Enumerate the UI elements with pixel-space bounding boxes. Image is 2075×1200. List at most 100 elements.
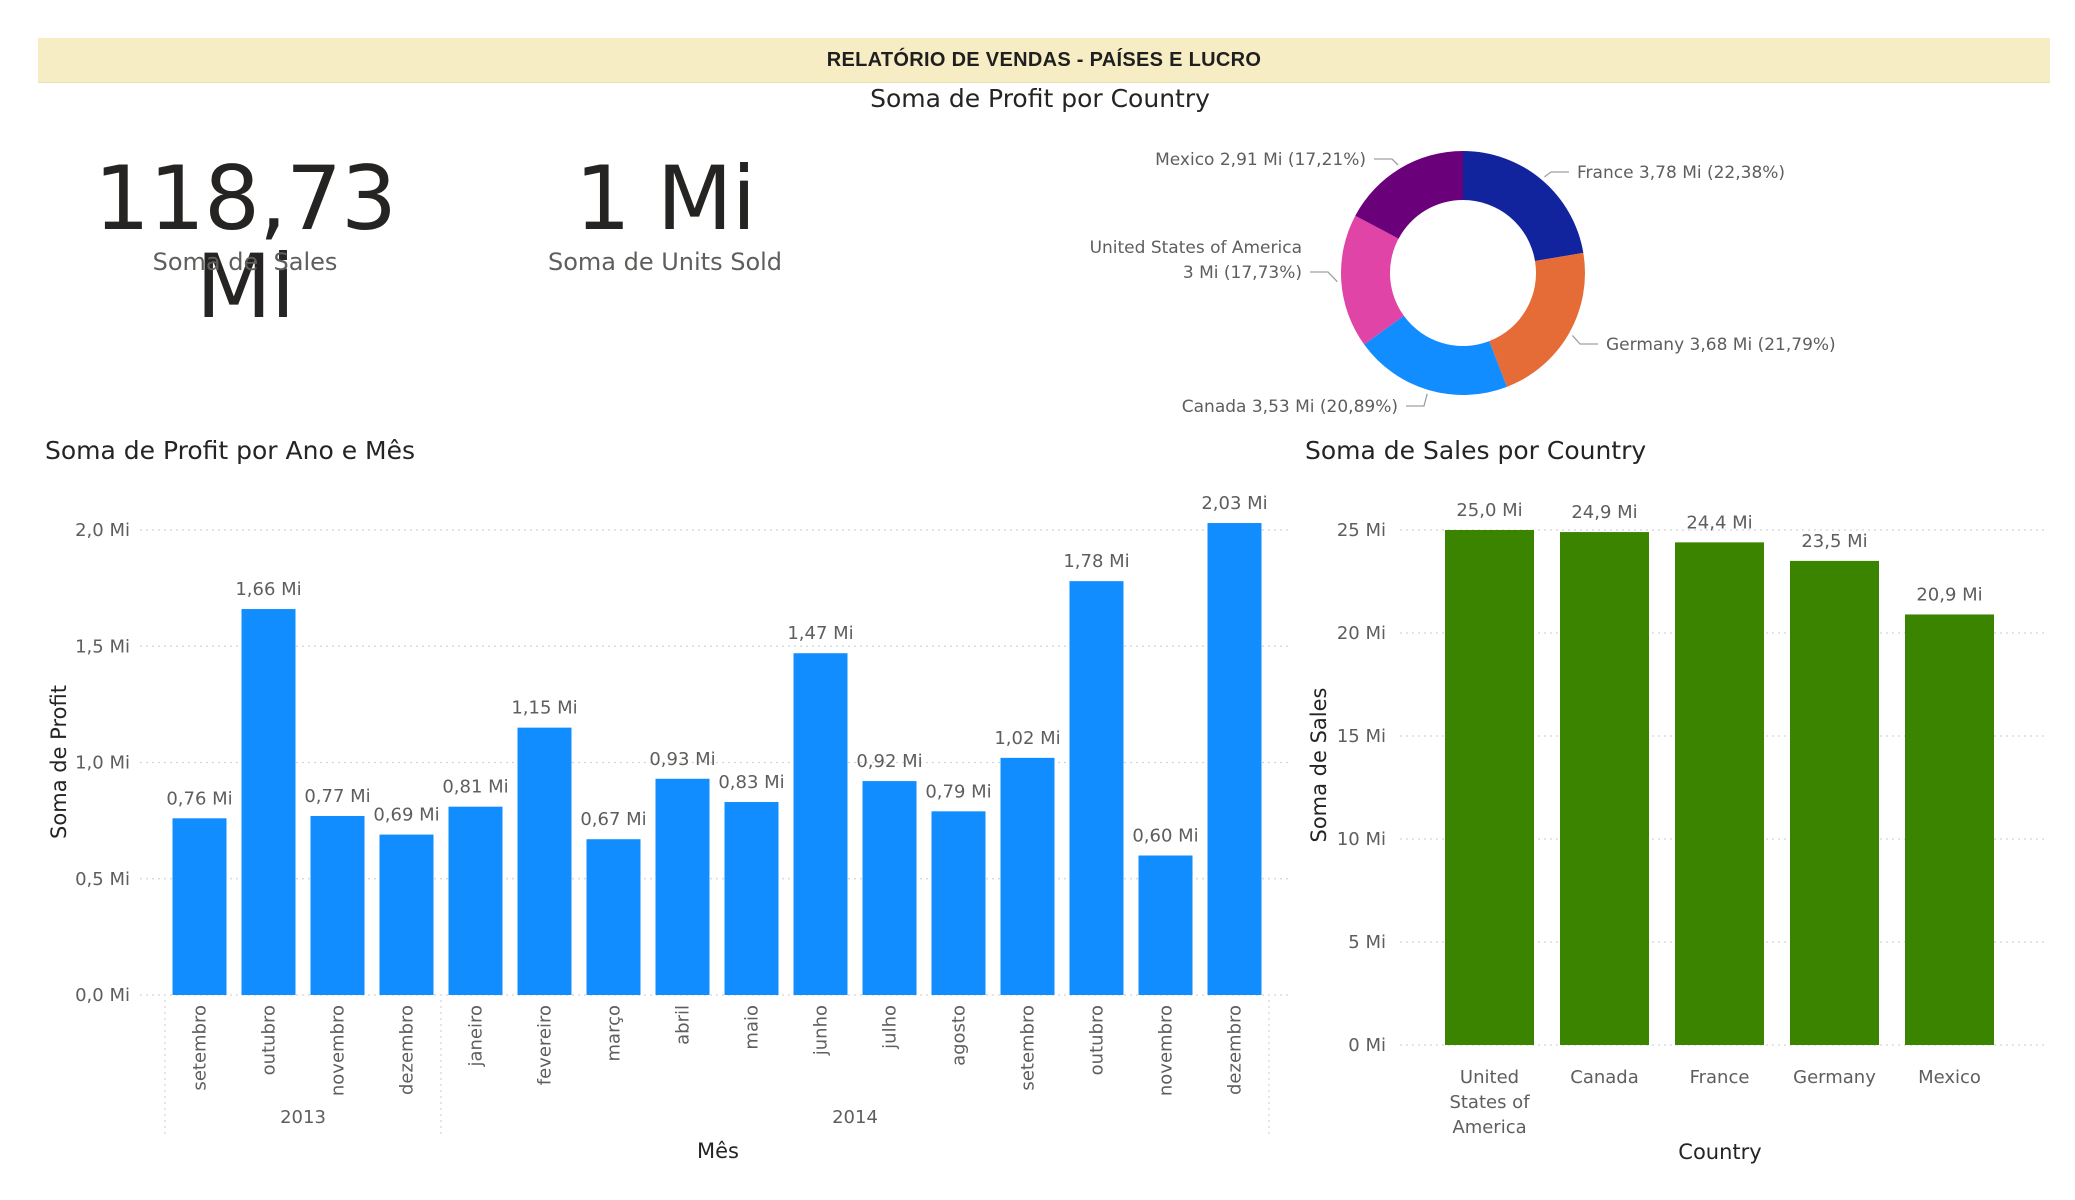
- profit-data-label: 1,66 Mi: [235, 579, 301, 600]
- profit-data-label: 0,67 Mi: [580, 809, 646, 830]
- donut-label-france: France 3,78 Mi (22,38%): [1577, 163, 1785, 183]
- profit-y-axis-title: Soma de Profit: [47, 685, 71, 839]
- donut-leader-line: [1544, 171, 1569, 178]
- profit-data-label: 0,93 Mi: [649, 749, 715, 770]
- profit-x-tick: outubro: [1087, 1005, 1108, 1075]
- sales-y-tick: 15 Mi: [1337, 726, 1386, 747]
- profit-x-tick: maio: [742, 1005, 763, 1050]
- profit-bar: [931, 811, 986, 995]
- profit-x-tick: julho: [880, 1005, 901, 1050]
- sales-data-label: 23,5 Mi: [1801, 531, 1867, 552]
- profit-x-tick: agosto: [949, 1005, 970, 1066]
- profit-group-label: 2014: [832, 1107, 878, 1128]
- profit-bar: [862, 781, 917, 995]
- profit-bar: [1000, 757, 1055, 995]
- donut-slice-mexico: [1355, 151, 1463, 239]
- profit-x-tick: fevereiro: [535, 1005, 556, 1085]
- profit-bar: [241, 609, 296, 995]
- sales-y-tick: 10 Mi: [1337, 829, 1386, 850]
- profit-data-label: 0,69 Mi: [373, 805, 439, 826]
- sales-x-tick: Mexico: [1918, 1067, 1981, 1088]
- profit-bar: [1069, 581, 1124, 995]
- profit-bar: [724, 802, 779, 995]
- profit-data-label: 0,76 Mi: [166, 788, 232, 809]
- donut-leader-line: [1310, 271, 1338, 283]
- sales-bar: [1905, 614, 1994, 1045]
- donut-slice-germany: [1489, 252, 1585, 387]
- sales-bar-chart: 0 Mi 5 Mi 10 Mi 15 Mi 20 Mi 25 Mi 25,0 Mi Unite…: [1307, 500, 2045, 1164]
- sales-x-tick: United States of America: [1449, 1067, 1530, 1138]
- sales-data-label: 25,0 Mi: [1456, 500, 1522, 521]
- profit-data-label: 1,02 Mi: [994, 728, 1060, 749]
- sales-data-label: 20,9 Mi: [1916, 584, 1982, 605]
- sales-x-axis-title: Country: [1678, 1140, 1761, 1164]
- donut-label-united-states-of-america: United States of America 3 Mi (17,73%): [1090, 238, 1302, 283]
- profit-data-label: 0,83 Mi: [718, 772, 784, 793]
- profit-bar: [517, 727, 572, 995]
- donut-label-canada: Canada 3,53 Mi (20,89%): [1182, 397, 1398, 417]
- sales-x-tick: France: [1690, 1067, 1750, 1088]
- sales-chart-title: Soma de Sales por Country: [1305, 436, 1647, 465]
- kpi-units-label: Soma de Units Sold: [547, 248, 783, 276]
- profit-bar: [379, 834, 434, 995]
- profit-x-tick: novembro: [1156, 1005, 1177, 1096]
- profit-x-axis-title: Mês: [697, 1139, 739, 1163]
- kpi-sales-label: Soma de Sales: [152, 248, 338, 276]
- sales-y-tick: 25 Mi: [1337, 520, 1386, 541]
- profit-bar: [1207, 523, 1262, 995]
- profit-bar: [793, 653, 848, 995]
- donut-slice-canada: [1364, 315, 1507, 395]
- donut-slice-france: [1463, 151, 1584, 261]
- profit-y-tick: 1,5 Mi: [75, 636, 130, 657]
- profit-x-tick: janeiro: [466, 1005, 487, 1068]
- sales-y-tick: 20 Mi: [1337, 623, 1386, 644]
- donut-leader-line: [1406, 393, 1428, 407]
- profit-y-tick: 2,0 Mi: [75, 520, 130, 541]
- sales-data-label: 24,4 Mi: [1686, 512, 1752, 533]
- profit-x-tick: dezembro: [397, 1005, 418, 1095]
- profit-data-label: 1,78 Mi: [1063, 551, 1129, 572]
- sales-y-tick: 0 Mi: [1348, 1035, 1386, 1056]
- profit-x-tick: setembro: [1018, 1005, 1039, 1091]
- donut-label-mexico: Mexico 2,91 Mi (17,21%): [1155, 150, 1366, 170]
- donut-chart-title: Soma de Profit por Country: [870, 84, 1210, 113]
- profit-bar: [448, 806, 503, 995]
- profit-bar: [655, 778, 710, 995]
- donut-leader-line: [1571, 335, 1598, 345]
- profit-x-tick: novembro: [328, 1005, 349, 1096]
- profit-bar: [1138, 855, 1193, 995]
- profit-data-label: 1,47 Mi: [787, 623, 853, 644]
- profit-y-tick: 1,0 Mi: [75, 753, 130, 774]
- sales-bar: [1560, 532, 1649, 1045]
- sales-x-tick: Germany: [1793, 1067, 1876, 1088]
- sales-bar: [1445, 530, 1534, 1045]
- profit-bar: [172, 818, 227, 995]
- donut-label-germany: Germany 3,68 Mi (21,79%): [1606, 335, 1836, 355]
- profit-data-label: 0,77 Mi: [304, 786, 370, 807]
- profit-bar: [586, 839, 641, 995]
- profit-x-tick: outubro: [259, 1005, 280, 1075]
- profit-data-label: 0,81 Mi: [442, 777, 508, 798]
- sales-bar: [1675, 542, 1764, 1045]
- profit-data-label: 0,79 Mi: [925, 781, 991, 802]
- sales-x-tick: Canada: [1570, 1067, 1639, 1088]
- profit-bar: [310, 815, 365, 995]
- profit-x-tick: setembro: [190, 1005, 211, 1091]
- profit-data-label: 0,60 Mi: [1132, 826, 1198, 847]
- donut-leader-line: [1374, 158, 1399, 166]
- sales-y-tick: 5 Mi: [1348, 932, 1386, 953]
- profit-data-label: 0,92 Mi: [856, 751, 922, 772]
- profit-data-label: 1,15 Mi: [511, 698, 577, 719]
- kpi-units-value: 1 Mi: [574, 147, 756, 250]
- sales-data-label: 24,9 Mi: [1571, 502, 1637, 523]
- profit-group-label: 2013: [280, 1107, 326, 1128]
- donut-chart: France 3,78 Mi (22,38%) Germany 3,68 Mi (…: [1090, 150, 1836, 417]
- report-header: RELATÓRIO DE VENDAS - PAÍSES E LUCRO: [38, 38, 2050, 83]
- profit-chart-title: Soma de Profit por Ano e Mês: [45, 436, 416, 465]
- profit-y-tick: 0,0 Mi: [75, 985, 130, 1006]
- kpi-sales-value: 118,73 Mi: [94, 147, 397, 338]
- sales-y-axis-title: Soma de Sales: [1307, 688, 1331, 843]
- profit-bar-chart: 0,0 Mi 0,5 Mi 1,0 Mi 1,5 Mi 2,0 Mi 0,76 Mi set…: [47, 493, 1290, 1163]
- donut-slice-united-states-of-america: [1341, 215, 1404, 345]
